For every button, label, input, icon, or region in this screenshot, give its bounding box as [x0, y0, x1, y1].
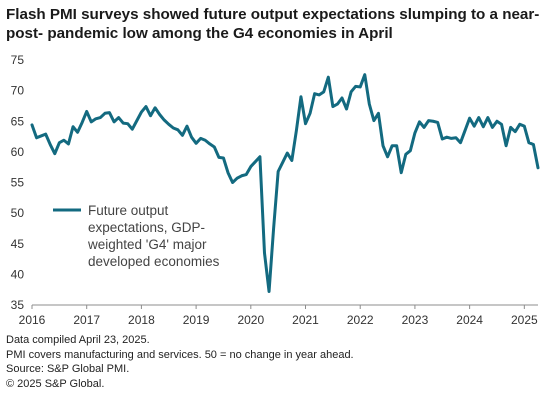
- x-axis-ticks: [31, 305, 525, 309]
- x-axis-tick-labels: 2016 2017 2018 2019 2020 2021 2022 2023 2024 2025: [19, 313, 538, 327]
- y-tick-label-60: 60: [11, 145, 25, 159]
- legend-label-line-2: expectations, GDP-: [88, 220, 205, 235]
- chart-title-line-1: Flash PMI surveys showed future output e…: [6, 6, 540, 23]
- chart-title: Flash PMI surveys showed future output e…: [6, 5, 551, 43]
- legend-label-line-4: developed economies: [88, 254, 220, 269]
- x-tick-label-2023: 2023: [402, 313, 429, 327]
- y-tick-label-65: 65: [11, 114, 25, 128]
- y-tick-label-70: 70: [11, 84, 25, 98]
- x-tick-label-2021: 2021: [292, 313, 319, 327]
- footnote-pmi-coverage: PMI covers manufacturing and services. 5…: [6, 348, 354, 361]
- x-tick-label-2024: 2024: [456, 313, 483, 327]
- x-tick-label-2016: 2016: [19, 313, 46, 327]
- footnote-copyright: © 2025 S&P Global.: [6, 377, 105, 390]
- chart-title-line-2: post- pandemic low among the G4 economie…: [6, 25, 393, 42]
- y-tick-label-40: 40: [11, 267, 25, 281]
- y-axis-tick-labels: 35 40 45 50 55 60 65 70 75: [11, 53, 25, 312]
- x-tick-label-2017: 2017: [73, 313, 100, 327]
- series-line-future-output-expectations: [30, 73, 540, 294]
- x-tick-label-2020: 2020: [237, 313, 264, 327]
- footnotes: Data compiled April 23, 2025. PMI covers…: [6, 333, 354, 391]
- legend-label-line-1: Future output: [88, 203, 169, 218]
- footnote-source: Source: S&P Global PMI.: [6, 363, 130, 376]
- x-tick-label-2022: 2022: [347, 313, 374, 327]
- y-tick-label-45: 45: [11, 237, 25, 251]
- y-tick-label-75: 75: [11, 53, 25, 67]
- legend: Future output expectations, GDP-weighted …: [53, 203, 220, 269]
- x-tick-label-2025: 2025: [511, 313, 538, 327]
- legend-label-line-3: weighted 'G4' major: [87, 237, 207, 252]
- legend-label: Future output expectations, GDP-weighted …: [87, 203, 220, 269]
- y-tick-label-50: 50: [11, 206, 25, 220]
- y-tick-label-55: 55: [11, 176, 25, 190]
- y-tick-label-35: 35: [11, 298, 25, 312]
- footnote-data-compiled: Data compiled April 23, 2025.: [6, 334, 150, 346]
- x-tick-label-2018: 2018: [128, 313, 155, 327]
- x-tick-label-2019: 2019: [183, 313, 210, 327]
